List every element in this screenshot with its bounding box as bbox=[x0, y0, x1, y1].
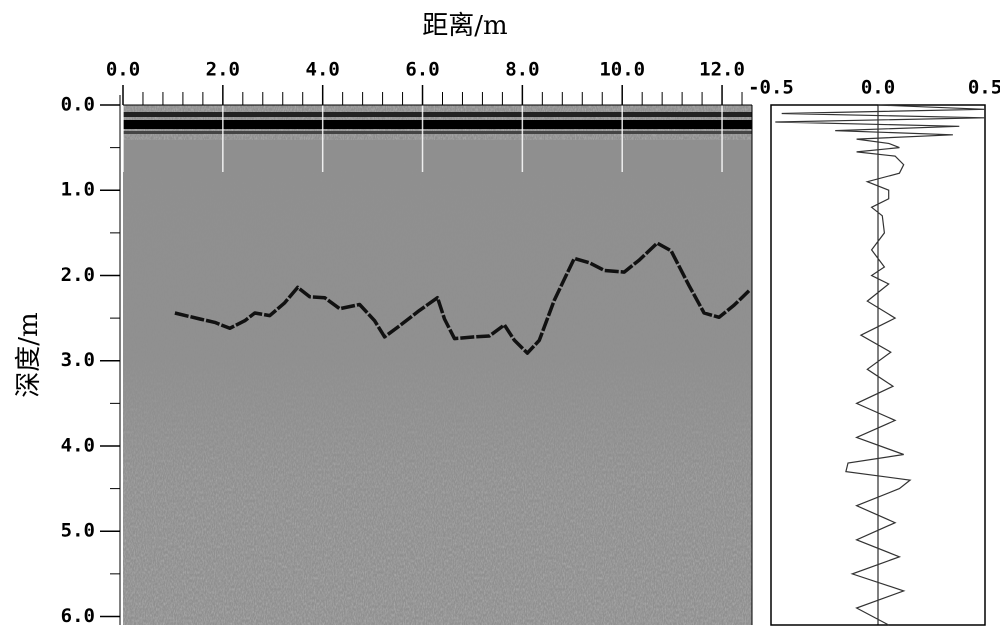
y-tick-label: 0.0 bbox=[61, 94, 95, 116]
y-axis-label: 深度/m bbox=[14, 312, 44, 397]
trace-line bbox=[775, 104, 986, 626]
x-tick-label: 0.0 bbox=[106, 59, 140, 81]
x-tick-label: 6.0 bbox=[405, 59, 439, 81]
y-tick-label: 5.0 bbox=[61, 520, 95, 542]
x-tick-label: 10.0 bbox=[599, 59, 645, 81]
x-tick-label: 12.0 bbox=[699, 59, 745, 81]
x-tick-label: 4.0 bbox=[306, 59, 340, 81]
x-tick-label: 0.0 bbox=[861, 77, 895, 99]
y-tick-label: 6.0 bbox=[61, 605, 95, 627]
y-tick-label: 3.0 bbox=[61, 349, 95, 371]
y-tick-label: 1.0 bbox=[61, 179, 95, 201]
y-tick-label: 4.0 bbox=[61, 434, 95, 456]
x-tick-label: 0.5 bbox=[968, 77, 1000, 99]
y-tick-label: 2.0 bbox=[61, 264, 95, 286]
x-axis-label: 距离/m bbox=[422, 11, 507, 41]
interface-line bbox=[174, 241, 751, 355]
x-tick-label: 8.0 bbox=[505, 59, 539, 81]
x-tick-label: -0.5 bbox=[748, 77, 794, 99]
radargram bbox=[123, 105, 752, 625]
x-tick-label: 2.0 bbox=[206, 59, 240, 81]
